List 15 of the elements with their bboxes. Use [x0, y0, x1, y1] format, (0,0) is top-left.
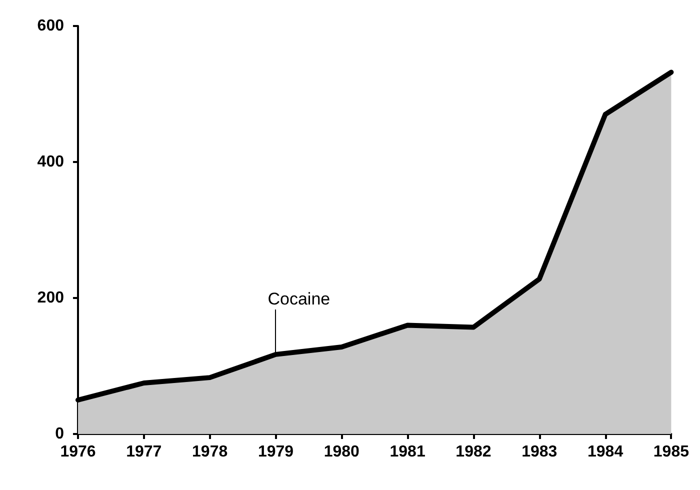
x-tick-label: 1979 — [258, 444, 294, 460]
x-tick-label: 1982 — [456, 444, 492, 460]
x-tick-label: 1976 — [60, 444, 96, 460]
x-tick-label: 1983 — [522, 444, 558, 460]
x-tick-label: 1980 — [324, 444, 360, 460]
x-tick-label: 1981 — [390, 444, 426, 460]
y-tick-label: 600 — [37, 18, 64, 34]
y-tick-label: 0 — [55, 426, 64, 442]
x-tick-label: 1985 — [653, 444, 690, 460]
x-tick-label: 1977 — [126, 444, 162, 460]
x-tick-label: 1984 — [587, 444, 624, 460]
y-tick-label: 200 — [37, 290, 64, 306]
y-tick-label: 400 — [37, 154, 64, 170]
annotation: Cocaine — [268, 290, 330, 309]
x-tick-label: 1978 — [192, 444, 228, 460]
